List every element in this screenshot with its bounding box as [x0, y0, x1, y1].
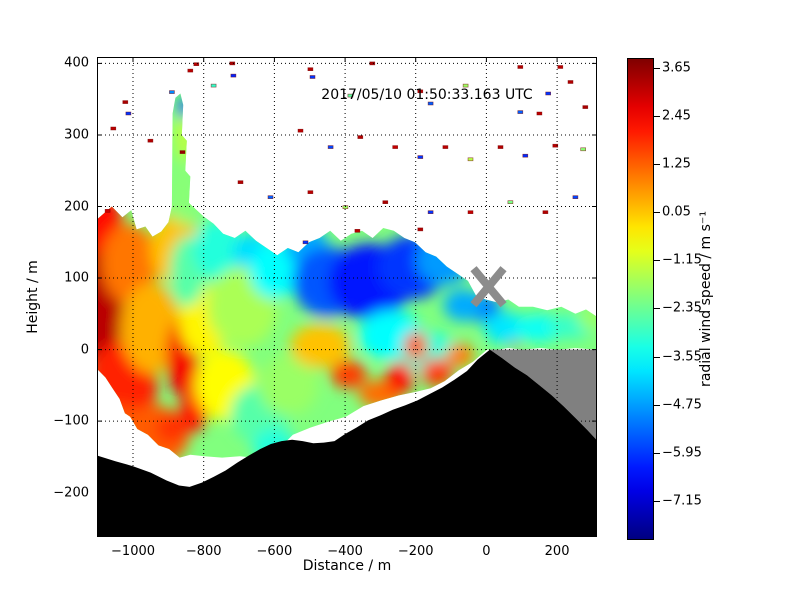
colorbar-tick — [654, 501, 660, 503]
y-tick-label: −100 — [53, 413, 89, 429]
x-tick-label: −800 — [185, 544, 222, 559]
x-tick-label: −600 — [256, 544, 293, 559]
x-axis-label: Distance / m — [302, 558, 392, 574]
colorbar-tick — [654, 356, 660, 358]
x-tick-label: 200 — [544, 544, 570, 559]
x-tick-label: 0 — [482, 544, 491, 559]
y-tick-label: 100 — [64, 270, 89, 286]
noise-specks — [104, 61, 589, 245]
y-tick-label: 200 — [64, 199, 89, 214]
colorbar-tick-label: 0.05 — [662, 204, 691, 220]
colorbar-tick-label: −1.15 — [662, 252, 702, 268]
y-tick-label: 300 — [64, 127, 89, 143]
colorbar-tick-label: −7.15 — [662, 493, 702, 509]
colorbar-tick — [654, 164, 660, 165]
colorbar-tick-label: 1.25 — [662, 156, 691, 172]
colorbar-tick — [654, 452, 660, 454]
colorbar — [627, 58, 654, 540]
colorbar-tick — [654, 67, 660, 69]
colorbar-tick-label: 3.65 — [662, 60, 691, 76]
plot-area — [97, 57, 597, 537]
colorbar-tick — [654, 404, 660, 406]
x-tick-label: −200 — [397, 544, 434, 559]
axes-frame — [97, 57, 597, 537]
y-axis-label: Height / m — [25, 260, 41, 334]
colorbar-tick-label: −4.75 — [662, 397, 702, 413]
timestamp-annotation: 2017/05/10 01:50:33.163 UTC — [321, 87, 533, 103]
x-tick-label: −1000 — [111, 544, 156, 559]
y-tick-label: 400 — [64, 55, 89, 71]
scan-origin-marker — [470, 266, 507, 308]
x-tick-label: −400 — [327, 544, 363, 559]
colorbar-tick-label: −5.95 — [662, 445, 702, 461]
terrain-silhouette — [97, 349, 597, 537]
y-tick-label: 0 — [80, 342, 89, 358]
axis-ticks — [97, 57, 597, 537]
colorbar-tick — [654, 115, 660, 117]
beam-shadow-region — [489, 349, 597, 441]
colorbar-tick — [654, 212, 660, 214]
y-tick-label: −200 — [53, 485, 89, 501]
colorbar-tick-label: 2.45 — [662, 108, 691, 124]
colorbar-tick — [654, 308, 660, 310]
colorbar-tick-label: −2.35 — [662, 300, 702, 316]
colorbar-tick — [654, 260, 660, 262]
colorbar-tick-label: −3.55 — [662, 349, 702, 365]
grid-lines — [97, 57, 597, 537]
